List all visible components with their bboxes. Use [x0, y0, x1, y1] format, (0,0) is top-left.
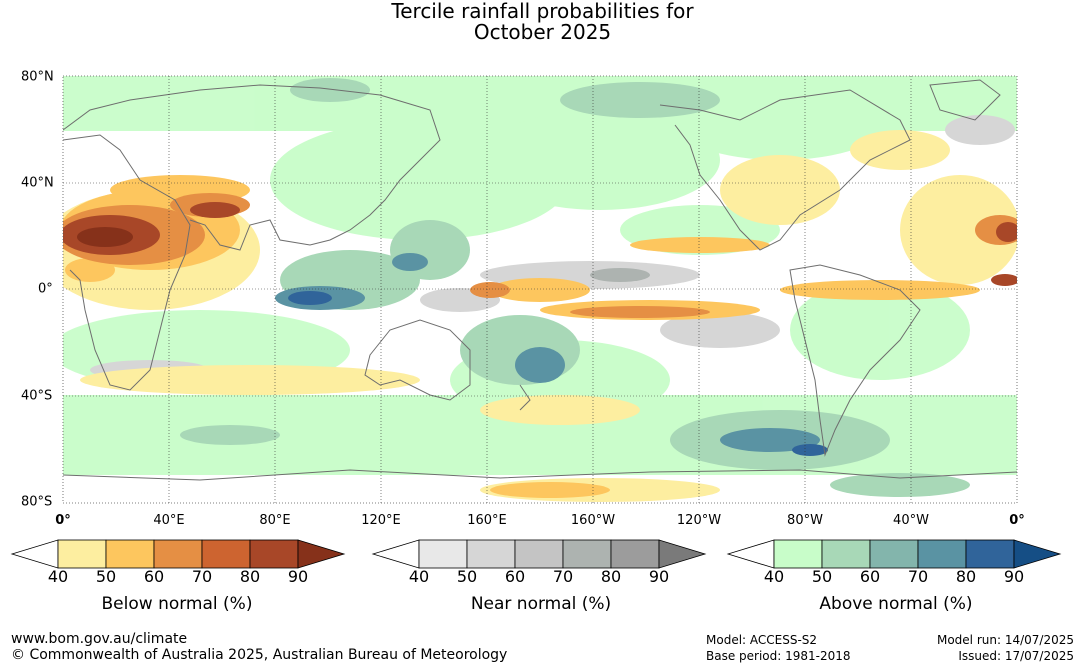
- below-normal-extreme: [77, 227, 133, 247]
- near-colorbar-bin-5: [610, 539, 660, 569]
- above-normal-colorbar: [726, 538, 1066, 570]
- above-colorbar-bin-3: [869, 539, 919, 569]
- lon-label-40e: 40°E: [153, 513, 185, 528]
- model-run-date: Model run: 14/07/2025: [936, 633, 1074, 647]
- below-colorbar-high-triangle: [297, 539, 346, 569]
- above-colorbar-low-triangle: [726, 539, 775, 569]
- below-tick-60: 60: [143, 567, 165, 586]
- lon-label-120w: 120°W: [676, 513, 722, 528]
- near-tick-80: 80: [600, 567, 622, 586]
- above-colorbar-bin-4: [917, 539, 967, 569]
- near-colorbar-bin-2: [466, 539, 516, 569]
- above-tick-80: 80: [955, 567, 977, 586]
- below-tick-40: 40: [47, 567, 69, 586]
- near-tick-40: 40: [408, 567, 430, 586]
- coastlines: [63, 79, 1017, 481]
- model-name: Model: ACCESS-S2: [706, 633, 818, 647]
- below-colorbar-low-triangle: [10, 539, 59, 569]
- near-tick-90: 90: [648, 567, 670, 586]
- above-tick-40: 40: [763, 567, 785, 586]
- base-period: Base period: 1981-2018: [706, 649, 851, 663]
- near-normal-title: Near normal (%): [470, 594, 612, 614]
- copyright-text: © Commonwealth of Australia 2025, Austra…: [11, 647, 508, 663]
- issued-date: Issued: 17/07/2025: [958, 649, 1074, 663]
- map-frame: [62, 75, 1018, 504]
- chart-title-line1: Tercile rainfall probabilities for: [391, 0, 694, 23]
- lon-label-80w: 80°W: [787, 513, 823, 528]
- above-colorbar-high-triangle: [1013, 539, 1062, 569]
- lat-label-80n: 80°N: [21, 69, 54, 85]
- below-colorbar-bin-5: [249, 539, 299, 569]
- near-colorbar-low-triangle: [371, 539, 420, 569]
- below-colorbar-bin-4: [201, 539, 251, 569]
- above-normal-title: Above normal (%): [819, 594, 973, 614]
- lon-label-160e: 160°E: [467, 513, 507, 528]
- lon-label-0-left: 0°: [55, 513, 71, 528]
- below-colorbar-bin-3: [153, 539, 203, 569]
- near-tick-50: 50: [456, 567, 478, 586]
- lon-label-160w: 160°W: [570, 513, 616, 528]
- above-tick-70: 70: [907, 567, 929, 586]
- below-colorbar-bin-2: [105, 539, 155, 569]
- near-normal-colorbar: [371, 538, 711, 570]
- near-tick-70: 70: [552, 567, 574, 586]
- below-tick-80: 80: [239, 567, 261, 586]
- below-tick-90: 90: [287, 567, 309, 586]
- graticule: [63, 76, 1017, 503]
- website-url: www.bom.gov.au/climate: [11, 631, 188, 647]
- below-colorbar-bin-1: [57, 539, 107, 569]
- chart-title-line2: October 2025: [473, 20, 612, 44]
- lon-label-80e: 80°E: [259, 513, 291, 528]
- near-normal-high: [590, 268, 650, 282]
- lat-label-0: 0°: [38, 281, 53, 297]
- near-colorbar-bin-3: [514, 539, 564, 569]
- near-colorbar-bin-1: [418, 539, 468, 569]
- near-colorbar-bin-4: [562, 539, 612, 569]
- above-colorbar-bin-5: [965, 539, 1015, 569]
- lat-label-80s: 80°S: [21, 494, 53, 510]
- rainfall-probability-map: [62, 75, 1018, 504]
- above-tick-90: 90: [1003, 567, 1025, 586]
- lon-label-120e: 120°E: [361, 513, 401, 528]
- above-colorbar-bin-1: [773, 539, 823, 569]
- above-normal-very-high: [288, 291, 828, 456]
- below-tick-70: 70: [191, 567, 213, 586]
- above-tick-50: 50: [811, 567, 833, 586]
- near-tick-60: 60: [504, 567, 526, 586]
- below-normal-title: Below normal (%): [101, 594, 253, 614]
- below-tick-50: 50: [95, 567, 117, 586]
- near-colorbar-high-triangle: [658, 539, 707, 569]
- lon-label-40w: 40°W: [893, 513, 929, 528]
- below-normal-colorbar: [10, 538, 350, 570]
- above-colorbar-bin-2: [821, 539, 871, 569]
- lat-label-40s: 40°S: [21, 388, 53, 404]
- lon-label-0-right: 0°: [1009, 513, 1025, 528]
- above-tick-60: 60: [859, 567, 881, 586]
- lat-label-40n: 40°N: [21, 175, 54, 191]
